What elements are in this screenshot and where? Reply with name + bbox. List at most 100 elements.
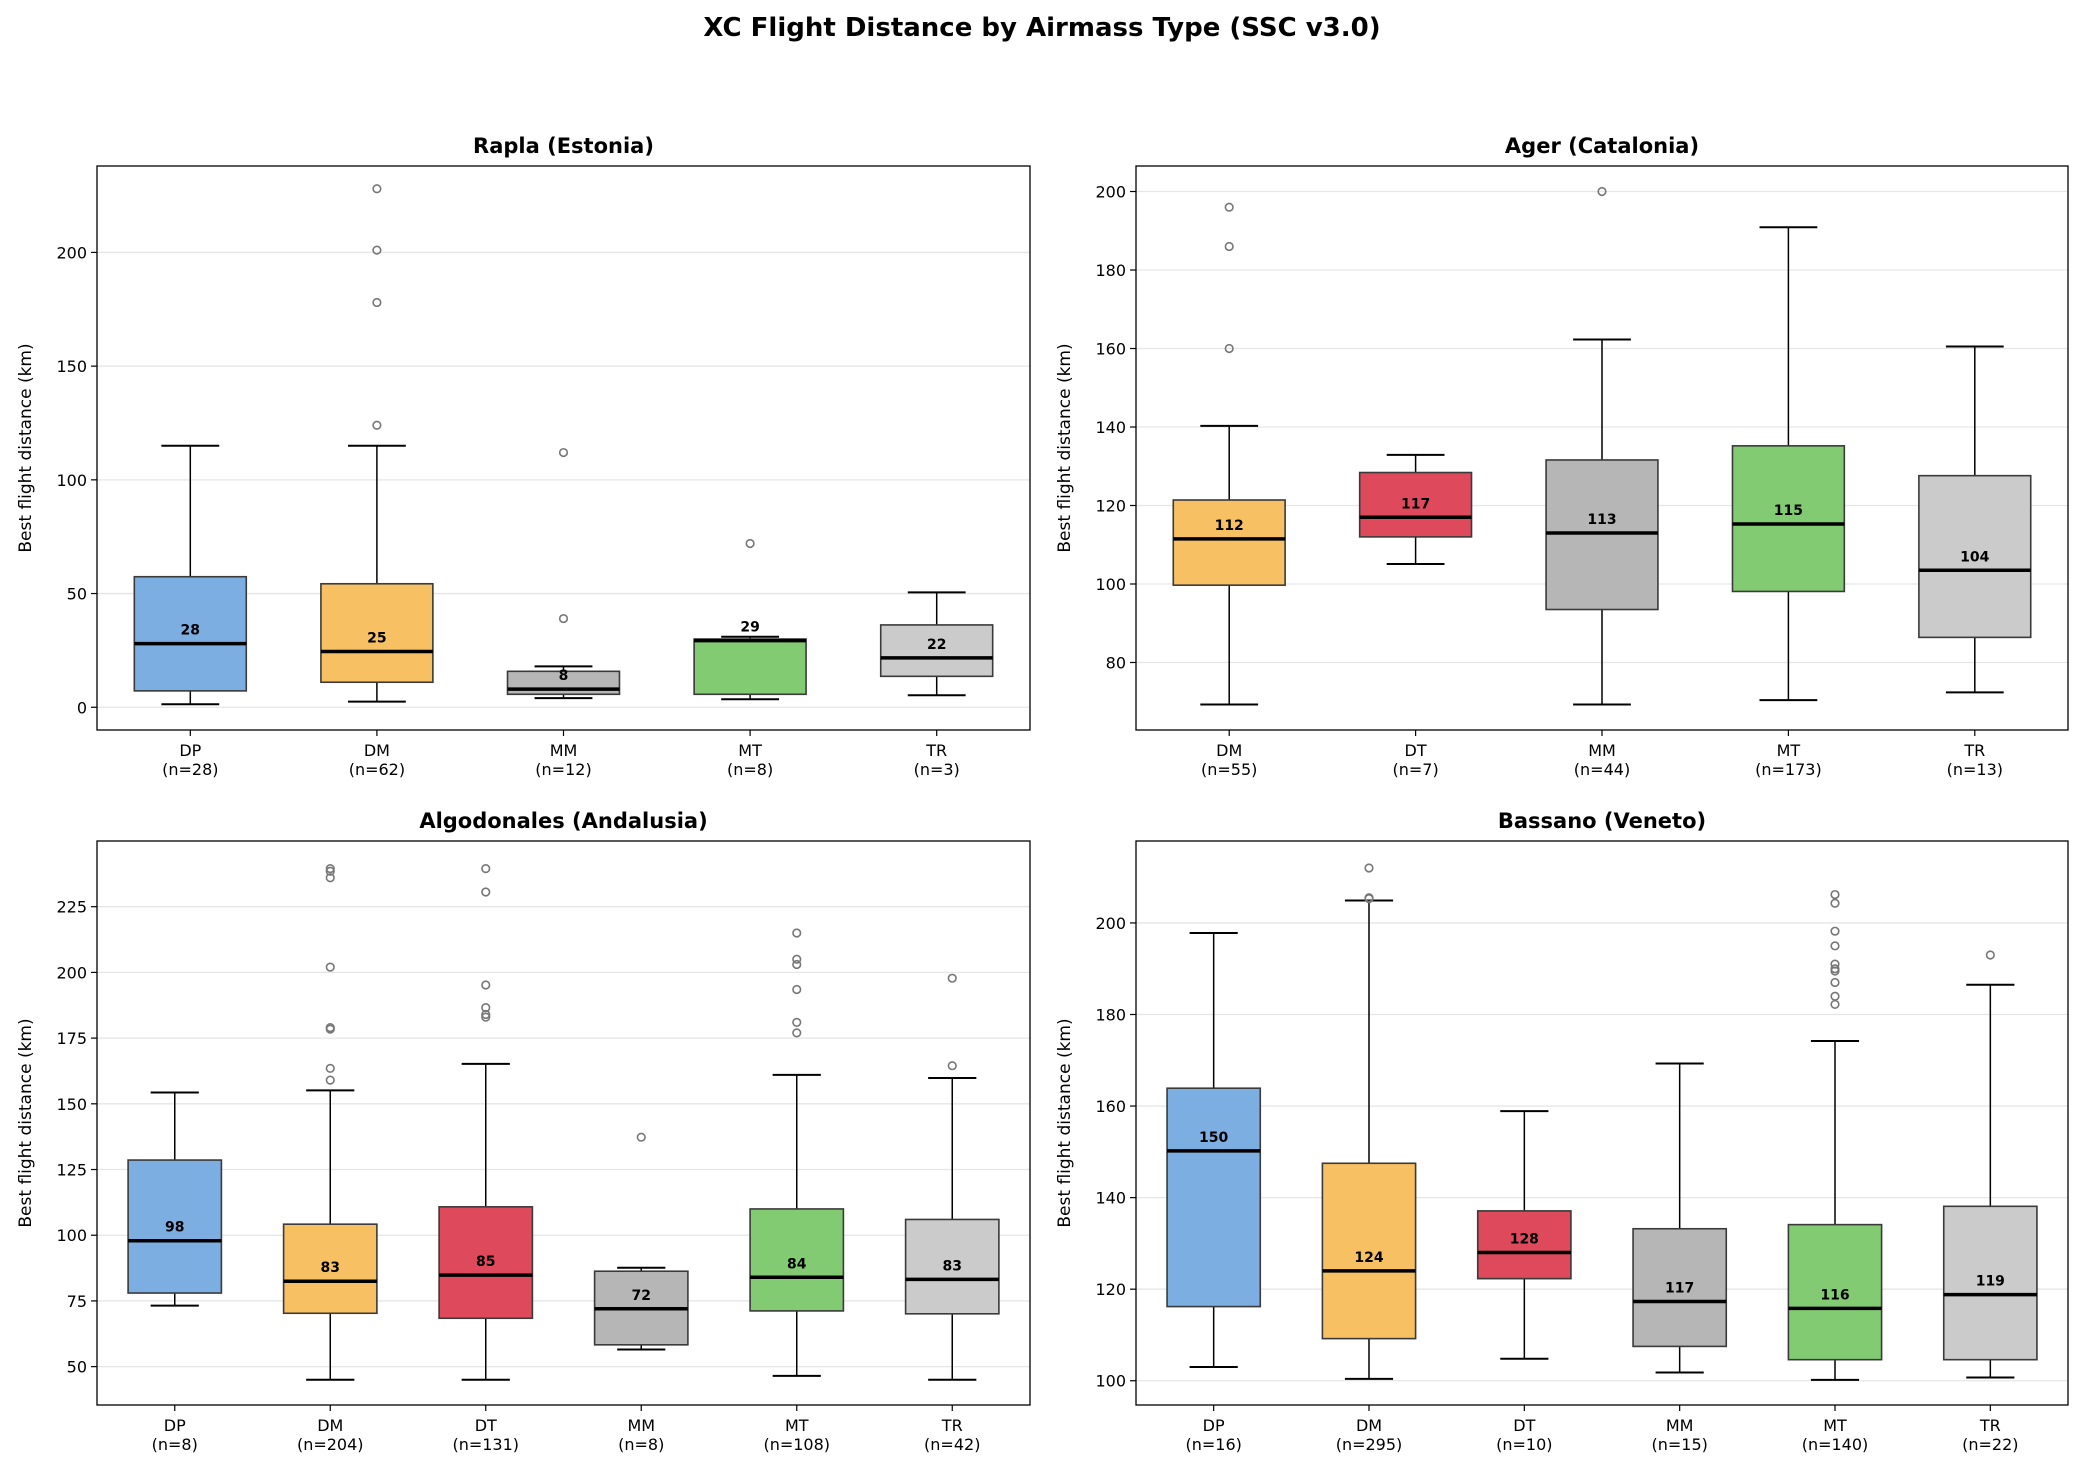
x-tick-count: (n=55) — [1201, 760, 1257, 779]
x-tick-count: (n=295) — [1336, 1435, 1403, 1454]
outlier-point — [947, 1061, 957, 1071]
y-tick-label: 100 — [56, 471, 87, 490]
x-tick-label: MT — [738, 741, 762, 760]
outlier-point — [1224, 241, 1234, 252]
outlier-point — [481, 863, 491, 874]
x-tick-count: (n=8) — [618, 1435, 664, 1454]
median-label: 112 — [1215, 518, 1244, 534]
y-tick-label: 180 — [1095, 261, 1126, 280]
x-tick-label: DM — [1216, 741, 1242, 760]
median-label: 113 — [1587, 512, 1616, 528]
outlier-point — [1364, 863, 1374, 873]
outlier-point — [1224, 202, 1234, 212]
x-tick-label: DM — [364, 741, 390, 760]
outlier-point — [372, 245, 382, 255]
outlier-point — [792, 1028, 802, 1038]
median-label: 98 — [165, 1220, 184, 1236]
x-tick-count: (n=10) — [1496, 1435, 1552, 1454]
y-axis-label: Best flight distance (km) — [16, 343, 36, 552]
y-tick-label: 200 — [56, 963, 87, 982]
box-TR: 104 — [1918, 345, 2032, 694]
outlier-point — [792, 954, 802, 964]
median-label: 124 — [1354, 1250, 1383, 1266]
box-MT: 115 — [1731, 226, 1846, 702]
outlier-point — [325, 1063, 335, 1073]
x-tick-count: (n=173) — [1755, 760, 1822, 779]
median-label: 116 — [1820, 1287, 1849, 1303]
x-tick-label: TR — [941, 1416, 963, 1435]
outlier-point — [1830, 941, 1840, 951]
y-tick-label: 140 — [1095, 418, 1126, 437]
y-tick-label: 160 — [1095, 340, 1126, 359]
box-DT: 85 — [438, 863, 534, 1381]
outlier-point — [325, 863, 335, 874]
box-MM: 113 — [1545, 186, 1659, 706]
x-tick-label: DT — [1405, 741, 1427, 760]
box-iqr — [1787, 1223, 1883, 1361]
y-tick-label: 175 — [56, 1029, 87, 1048]
outlier-point — [1830, 889, 1840, 900]
box-iqr — [1172, 499, 1286, 586]
y-tick-label: 100 — [56, 1226, 87, 1245]
x-tick-count: (n=204) — [297, 1435, 364, 1454]
outlier-point — [1830, 926, 1840, 936]
outlier-point — [372, 184, 382, 194]
outlier-point — [372, 420, 382, 430]
x-tick-label: DP — [179, 741, 201, 760]
box-iqr — [1476, 1210, 1572, 1280]
outlier-point — [1597, 186, 1607, 197]
outlier-point — [558, 613, 569, 624]
outlier-point — [558, 447, 569, 458]
x-tick-label: MT — [1777, 741, 1801, 760]
box-DP: 98 — [127, 1091, 223, 1307]
subplot-title: Ager (Catalonia) — [1505, 134, 1699, 158]
box-iqr — [904, 1218, 1000, 1315]
y-tick-label: 50 — [67, 1358, 87, 1377]
x-tick-count: (n=8) — [152, 1435, 198, 1454]
y-tick-label: 50 — [67, 585, 87, 604]
box-DM: 124 — [1321, 863, 1417, 1380]
median-label: 85 — [476, 1254, 495, 1270]
outlier-point — [1830, 964, 1840, 974]
box-iqr — [1358, 471, 1473, 538]
x-tick-count: (n=12) — [535, 760, 591, 779]
y-tick-label: 140 — [1095, 1189, 1126, 1208]
axes-frame — [96, 165, 1031, 731]
outlier-point — [325, 1022, 335, 1033]
box-iqr — [1166, 1087, 1262, 1308]
box-iqr — [1545, 459, 1659, 611]
outlier-point — [1830, 898, 1840, 908]
subplot-2: 80 100 120 140 160 180 200 112 DM(n=55) 117 DT(n=7… — [1055, 134, 2069, 779]
outlier-point — [325, 873, 335, 883]
x-tick-count: (n=15) — [1651, 1435, 1707, 1454]
box-MT: 116 — [1787, 889, 1883, 1381]
y-axis-label: Best flight distance (km) — [16, 1018, 36, 1227]
x-tick-label: MT — [1823, 1416, 1847, 1435]
box-DM: 25 — [320, 184, 434, 703]
box-iqr — [1731, 445, 1846, 593]
outlier-point — [792, 984, 802, 995]
y-tick-label: 200 — [1095, 914, 1126, 933]
x-tick-label: TR — [1963, 741, 1985, 760]
box-iqr — [1942, 1205, 2038, 1361]
box-iqr — [693, 638, 807, 696]
x-tick-count: (n=131) — [452, 1435, 519, 1454]
outlier-point — [792, 1017, 802, 1027]
x-tick-count: (n=8) — [727, 760, 773, 779]
median-label: 128 — [1510, 1232, 1539, 1248]
y-tick-label: 120 — [1095, 496, 1126, 515]
axes-frame — [96, 840, 1031, 1406]
y-tick-label: 125 — [56, 1161, 87, 1180]
median-label: 117 — [1401, 496, 1430, 512]
box-iqr — [282, 1223, 378, 1315]
subplot-title: Algodonales (Andalusia) — [419, 809, 707, 833]
x-tick-label: DT — [475, 1416, 497, 1435]
y-tick-label: 225 — [56, 898, 87, 917]
x-tick-label: DT — [1513, 1416, 1535, 1435]
x-tick-count: (n=44) — [1574, 760, 1630, 779]
box-iqr — [749, 1208, 845, 1312]
outlier-point — [1830, 977, 1840, 988]
x-tick-count: (n=42) — [924, 1435, 980, 1454]
x-tick-count: (n=62) — [349, 760, 405, 779]
outlier-point — [1830, 959, 1840, 969]
